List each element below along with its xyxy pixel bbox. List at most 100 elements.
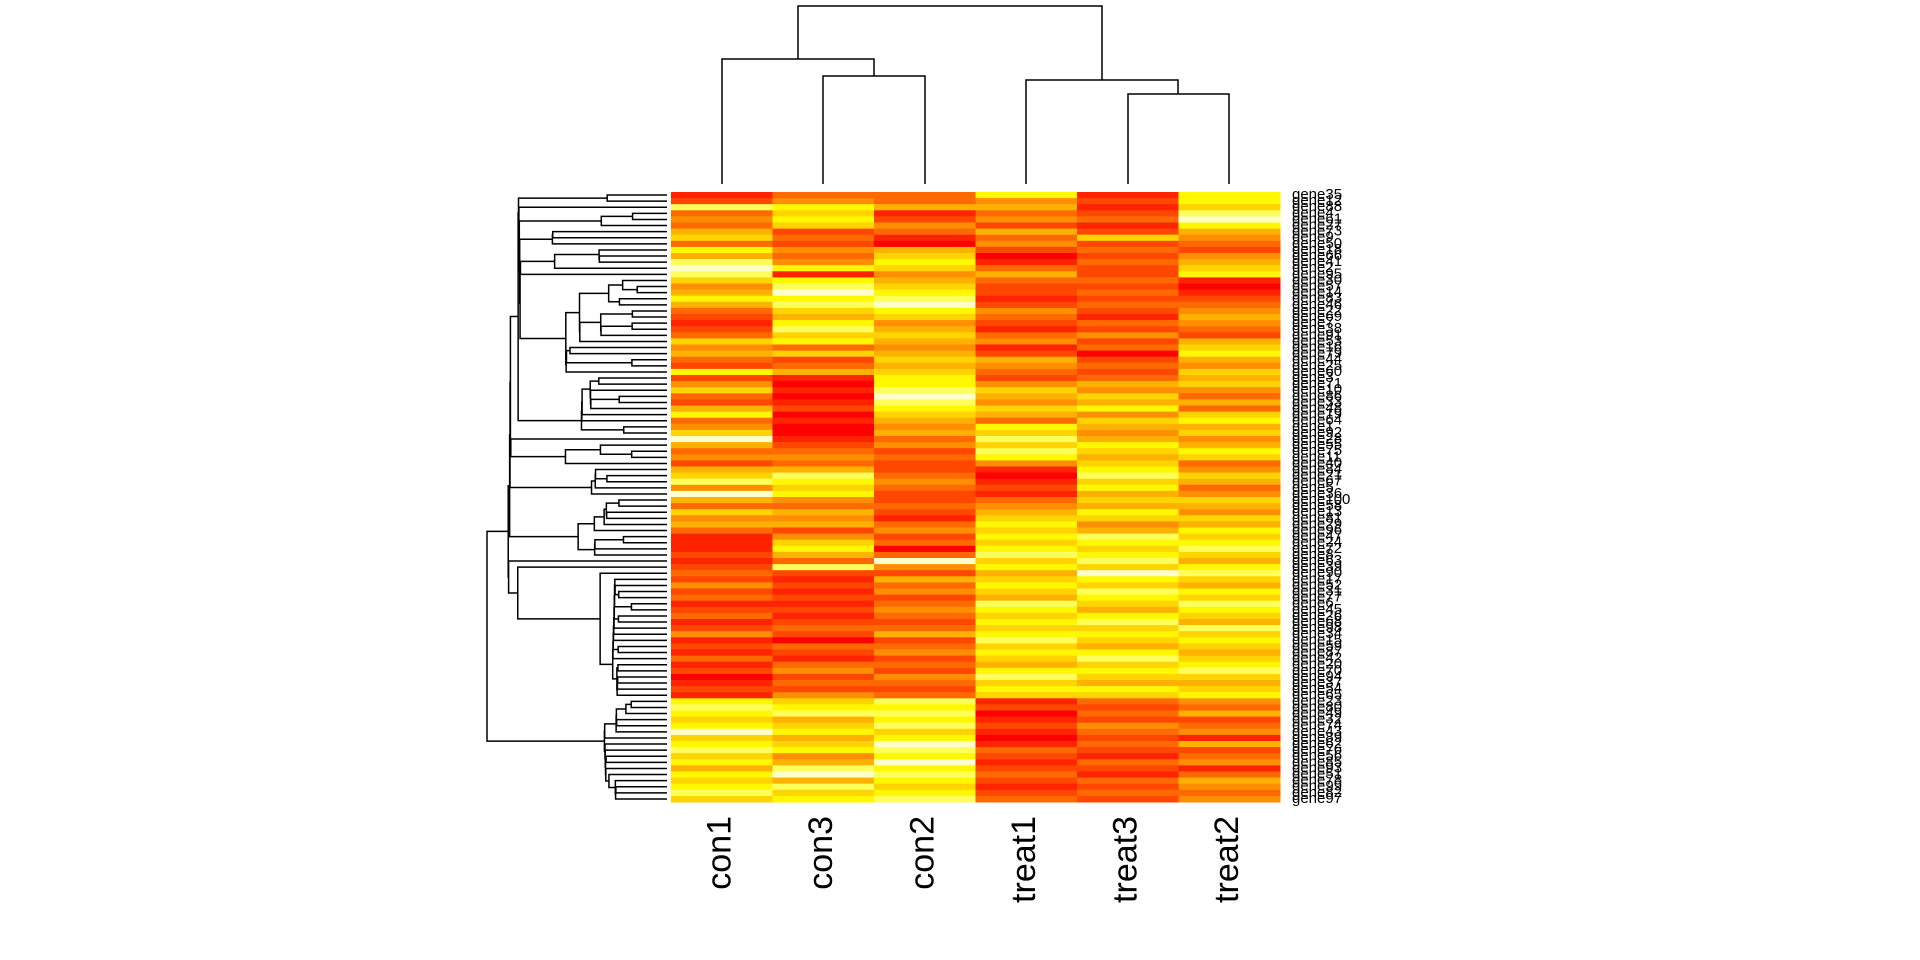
cell: [1178, 533, 1281, 541]
cell: [1077, 265, 1179, 272]
cell: [975, 326, 1078, 333]
row-label: gene72: [1292, 540, 1342, 557]
cell: [1178, 411, 1281, 419]
row-label: gene47: [1292, 528, 1342, 545]
cell: [874, 521, 976, 528]
cell: [1077, 753, 1179, 760]
cell: [772, 527, 875, 535]
dendrogram-branch: [486, 530, 605, 742]
cell: [874, 295, 976, 303]
cell: [874, 619, 976, 626]
cell: [1077, 795, 1179, 803]
cell: [1178, 545, 1281, 553]
cell: [671, 667, 773, 675]
cell: [975, 484, 1078, 492]
cell: [772, 405, 875, 413]
cell: [772, 393, 875, 400]
dendrogram-branch: [630, 450, 667, 459]
cell: [772, 722, 875, 730]
cell: [975, 442, 1078, 449]
cell: [1077, 521, 1179, 528]
row-label: gene80: [1292, 698, 1342, 715]
cell: [874, 734, 976, 742]
cell: [874, 399, 976, 406]
cell: [772, 234, 875, 242]
cell: [874, 582, 976, 589]
cell: [874, 545, 976, 553]
cell: [975, 387, 1078, 394]
cell: [671, 350, 773, 358]
dendrogram-branch: [581, 388, 667, 416]
cell: [1178, 747, 1281, 754]
row-label: gene38: [1292, 320, 1342, 337]
cell: [1077, 673, 1179, 681]
cell: [671, 759, 773, 766]
cell: [1178, 686, 1281, 693]
dendrogram-branch: [599, 444, 667, 456]
cell: [772, 533, 875, 541]
dendrogram-branch: [622, 426, 667, 434]
cell: [1077, 283, 1179, 291]
cell: [671, 362, 773, 370]
cell: [1178, 277, 1281, 284]
cell: [975, 643, 1078, 650]
cell: [671, 625, 773, 632]
row-label: gene21: [1292, 467, 1342, 484]
row-label: gene48: [1292, 400, 1342, 417]
cell: [1178, 429, 1281, 437]
cell: [671, 289, 773, 297]
cell: [874, 368, 976, 376]
cell: [874, 381, 976, 388]
cell: [671, 728, 773, 736]
cell: [1077, 637, 1179, 644]
cell: [772, 747, 875, 754]
cell: [772, 259, 875, 266]
dendrogram-branch: [577, 522, 595, 551]
cell: [874, 301, 976, 309]
dendrogram-branch: [607, 284, 623, 303]
cell: [1178, 515, 1281, 522]
cell: [975, 728, 1078, 736]
cell: [1178, 612, 1281, 620]
cell: [671, 448, 773, 455]
cell: [1178, 210, 1281, 217]
cell: [975, 271, 1078, 278]
cell: [1077, 558, 1179, 565]
dendrogram-branch: [631, 322, 667, 330]
row-label: gene62: [1292, 735, 1342, 752]
cell: [772, 795, 875, 803]
cell: [975, 210, 1078, 217]
dendrogram-branch: [631, 359, 667, 367]
cell: [671, 295, 773, 303]
cell: [671, 558, 773, 565]
cell: [975, 228, 1078, 236]
cell: [1077, 783, 1179, 791]
cell: [1178, 271, 1281, 278]
row-label: gene73: [1292, 223, 1342, 240]
cell: [975, 686, 1078, 693]
cell: [874, 558, 976, 565]
row-label: gene86: [1292, 387, 1342, 404]
cell: [1178, 570, 1281, 577]
dendrogram-branch: [631, 310, 667, 318]
row-label: gene10: [1292, 381, 1342, 398]
cell: [874, 661, 976, 669]
dendrogram-branch: [551, 233, 667, 245]
cell: [1178, 295, 1281, 303]
cell: [1178, 216, 1281, 223]
cell: [874, 698, 976, 705]
cell: [772, 490, 875, 498]
cell: [975, 698, 1078, 705]
cell: [671, 741, 773, 748]
cell: [1178, 594, 1281, 602]
cell: [975, 661, 1078, 669]
dendrogram-branch: [580, 410, 624, 431]
cell: [1077, 533, 1179, 541]
cell: [1077, 692, 1179, 699]
cell: [1077, 570, 1179, 577]
dendrogram-branch: [636, 285, 667, 294]
cell: [671, 551, 773, 559]
cell: [772, 362, 875, 370]
cell: [1178, 673, 1281, 681]
cell: [1077, 448, 1179, 455]
